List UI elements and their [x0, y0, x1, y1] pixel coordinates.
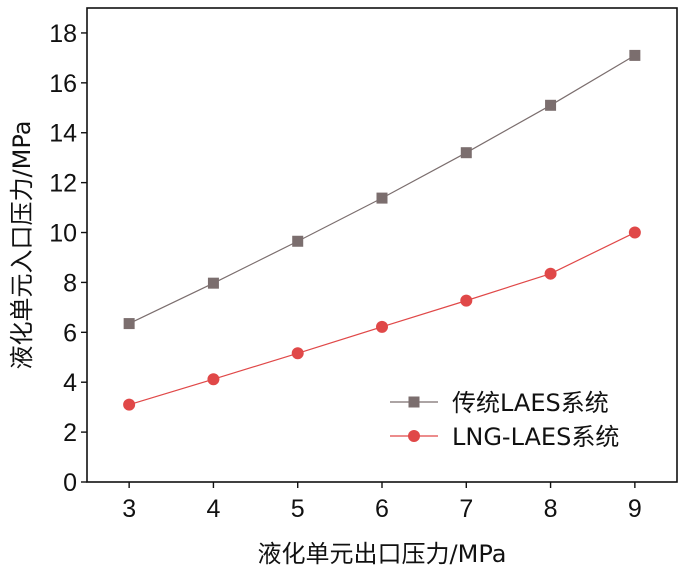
x-axis-ticks: 3 4 5 6 7 8 9	[122, 482, 642, 523]
x-tick-label: 6	[375, 495, 389, 523]
series-line-1	[128, 231, 636, 406]
data-point-circle	[207, 373, 220, 386]
legend-label-lng: LNG-LAES系统	[452, 423, 619, 451]
y-tick-label: 10	[49, 220, 77, 248]
x-axis-title: 液化单元出口压力/MPa	[258, 540, 507, 568]
data-point-circle	[628, 226, 641, 239]
data-point-circle	[376, 320, 388, 333]
y-tick-label: 14	[49, 120, 77, 148]
x-tick-label: 9	[628, 495, 642, 523]
x-tick-label: 8	[544, 495, 558, 523]
series-line-0	[128, 54, 636, 325]
data-point-circle	[460, 294, 473, 307]
x-tick-label: 7	[459, 495, 473, 523]
data-point-square	[123, 318, 135, 330]
data-point-circle	[123, 398, 136, 411]
y-tick-label: 4	[63, 369, 77, 397]
data-point-square	[207, 277, 219, 289]
y-tick-label: 18	[49, 20, 77, 48]
y-tick-label: 12	[49, 170, 77, 198]
data-point-square	[292, 235, 304, 247]
y-axis-ticks: 0 2 4 6 8 10 12 14 16 18	[49, 20, 87, 497]
y-tick-label: 0	[63, 469, 77, 497]
data-point-square	[376, 192, 388, 204]
legend-label-traditional: 传统LAES系统	[452, 389, 609, 417]
x-tick-label: 5	[291, 495, 305, 523]
x-tick-label: 4	[206, 495, 220, 523]
y-tick-label: 2	[63, 419, 77, 447]
x-tick-label: 3	[122, 495, 136, 523]
data-point-square	[629, 49, 641, 61]
y-tick-label: 8	[63, 269, 77, 297]
data-point-square	[545, 99, 557, 111]
data-point-square	[460, 147, 472, 159]
y-tick-label: 16	[49, 70, 77, 98]
series-layer	[123, 49, 641, 411]
y-tick-label: 6	[63, 319, 77, 347]
legend: 传统LAES系统 LNG-LAES系统	[390, 389, 619, 451]
y-axis-title: 液化单元入口压力/MPa	[8, 121, 36, 370]
legend-marker-square	[408, 396, 420, 408]
data-point-circle	[291, 347, 304, 360]
legend-marker-circle	[408, 430, 420, 442]
data-point-circle	[544, 267, 557, 280]
